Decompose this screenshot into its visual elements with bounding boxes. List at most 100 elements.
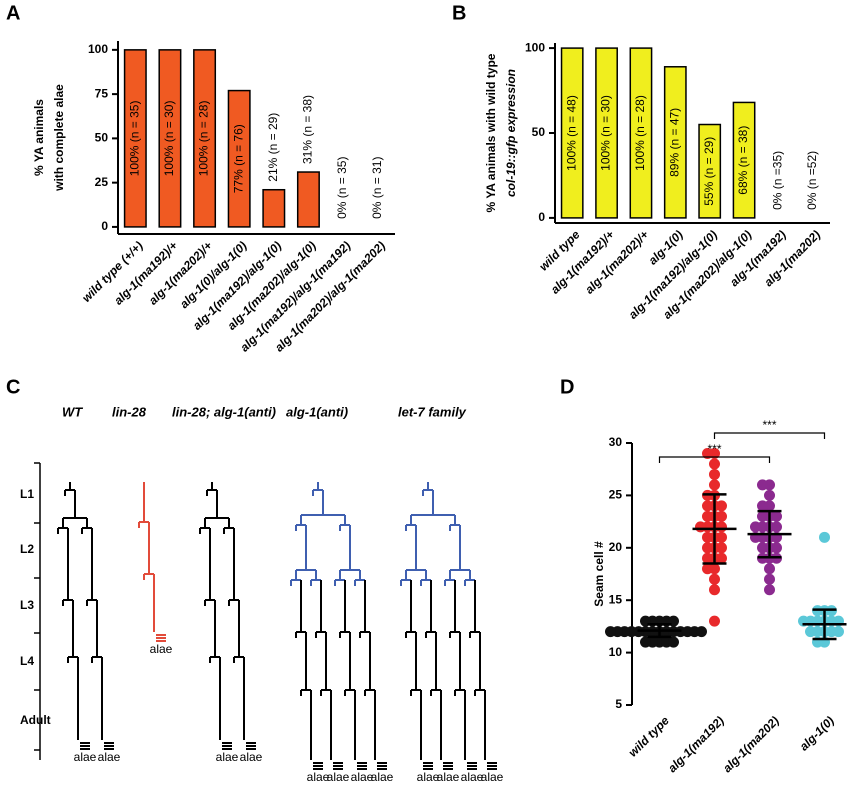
data-point	[757, 500, 768, 512]
alae-label: alae	[461, 770, 484, 784]
x-tick-label: alg-1(ma202)	[720, 713, 782, 775]
bar	[227, 89, 251, 228]
stage-label: Adult	[20, 713, 51, 727]
data-point	[771, 510, 782, 522]
y-tick-label: 50	[532, 125, 546, 139]
bar	[732, 101, 756, 219]
alae-label: alae	[437, 770, 460, 784]
data-point	[702, 500, 713, 512]
column-header: alg-1(anti)	[286, 404, 348, 419]
alae-label: alae	[371, 770, 394, 784]
significance-bracket	[658, 456, 771, 463]
y-tick-label: 0	[538, 210, 545, 224]
annotation: ***	[707, 442, 721, 456]
data-point	[709, 468, 720, 480]
data-point	[757, 510, 768, 522]
alae-label: alae	[216, 750, 239, 764]
y-tick-label: 75	[95, 86, 109, 100]
x-tick-label: alg-1(ma202)/+	[582, 227, 651, 296]
y-tick-label: 15	[609, 592, 623, 606]
data-point	[771, 542, 782, 554]
data-point	[702, 552, 713, 564]
data-point	[716, 542, 727, 554]
y-axis-label: % YA animals with wild type	[484, 53, 498, 212]
data-point	[702, 542, 713, 554]
stage-label: L4	[20, 654, 34, 668]
data-point	[764, 489, 775, 501]
value-label: 0% (n = 31)	[370, 157, 384, 219]
bar	[698, 123, 722, 219]
data-point	[757, 542, 768, 554]
column-header: let-7 family	[398, 404, 467, 419]
data-point	[805, 626, 816, 638]
data-point	[702, 447, 713, 459]
alae-label: alae	[240, 750, 263, 764]
value-label: 68% (n = 38)	[736, 126, 750, 195]
bar	[193, 49, 217, 228]
data-point	[716, 531, 727, 543]
y-tick-label: 0	[101, 219, 108, 233]
data-point	[702, 510, 713, 522]
bar	[123, 49, 147, 228]
data-point	[716, 552, 727, 564]
alae-label: alae	[307, 770, 330, 784]
alae-label: alae	[98, 750, 121, 764]
data-point	[764, 584, 775, 596]
bar	[296, 171, 320, 228]
y-axis-label: col-19::gfp expression	[504, 69, 518, 197]
column-header: lin-28; alg-1(anti)	[172, 404, 276, 419]
y-axis-label: Seam cell #	[592, 541, 606, 607]
x-tick-label: alg-1(ma192)	[665, 713, 727, 775]
value-label: 100% (n = 30)	[599, 95, 613, 171]
bar	[560, 47, 584, 219]
x-tick-label: wild type	[626, 713, 672, 759]
data-point	[771, 521, 782, 533]
value-label: 89% (n = 47)	[667, 108, 681, 177]
alae-label: alae	[74, 750, 97, 764]
y-tick-label: 100	[525, 40, 545, 54]
panel-label: A	[6, 2, 20, 24]
value-label: 100% (n = 28)	[197, 101, 211, 177]
data-point	[757, 479, 768, 491]
significance-bracket	[713, 432, 826, 439]
data-point	[764, 563, 775, 575]
alae-label: alae	[351, 770, 374, 784]
y-tick-label: 10	[609, 645, 623, 659]
panel-label: B	[452, 2, 466, 24]
x-tick-label: wild type (+/+)	[79, 238, 145, 304]
annotation: ***	[762, 418, 776, 432]
data-point	[702, 563, 713, 575]
value-label: 0% (n = 35)	[335, 157, 349, 219]
data-point	[668, 636, 679, 648]
alae-label: alae	[150, 642, 173, 656]
data-point	[709, 573, 720, 585]
data-point	[716, 521, 727, 533]
value-label: 55% (n = 29)	[702, 137, 716, 206]
data-point	[716, 500, 727, 512]
alae-label: alae	[481, 770, 504, 784]
y-tick-label: 50	[95, 131, 109, 145]
y-axis-label: with complete alae	[52, 84, 66, 192]
y-tick-label: 25	[95, 175, 109, 189]
data-point	[695, 521, 706, 533]
data-point	[696, 626, 707, 638]
value-label: 0% (n =52)	[805, 151, 819, 210]
stage-label: L3	[20, 598, 34, 612]
bar	[595, 47, 618, 219]
data-point	[640, 636, 651, 648]
value-label: 100% (n = 30)	[162, 101, 176, 177]
data-point	[702, 531, 713, 543]
panel-label: C	[6, 376, 20, 398]
y-tick-label: 20	[609, 540, 623, 554]
data-point	[709, 479, 720, 491]
stage-label: L1	[20, 487, 34, 501]
x-tick-label: alg-1(0)	[797, 713, 837, 753]
column-header: lin-28	[112, 404, 147, 419]
data-point	[709, 615, 720, 627]
y-tick-label: 25	[609, 488, 623, 502]
alae-label: alae	[327, 770, 350, 784]
bar	[629, 47, 653, 219]
data-point	[833, 626, 844, 638]
y-tick-label: 5	[615, 697, 622, 711]
